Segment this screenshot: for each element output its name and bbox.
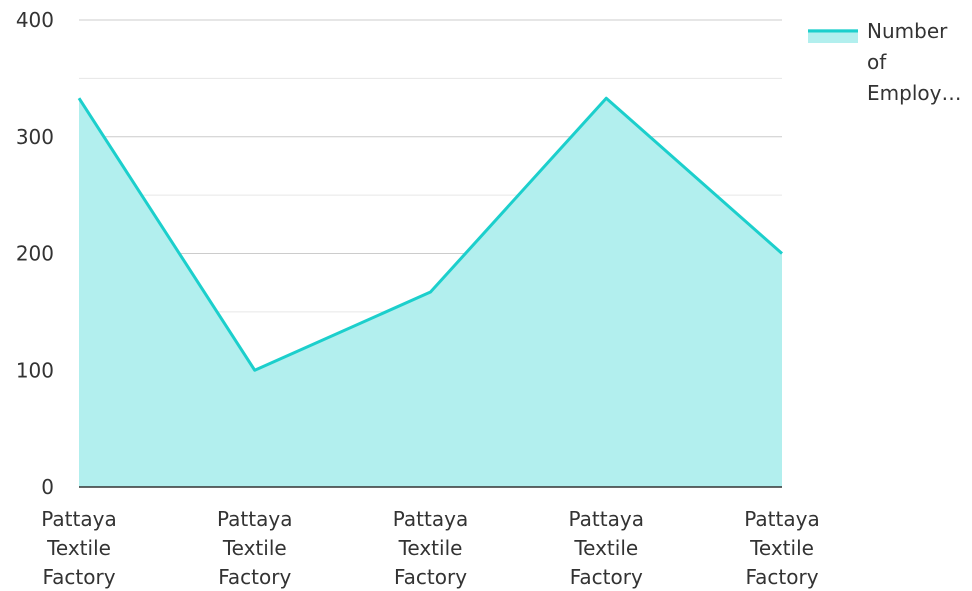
- y-tick-label: 400: [16, 8, 54, 32]
- x-tick-label: PattayaTextileFactory4: [569, 507, 644, 591]
- x-tick-label: PattayaTextileFactory2: [217, 507, 292, 591]
- legend-label: Number of Employ…: [867, 19, 961, 105]
- x-tick-label: PattayaTextileFactory1: [41, 507, 116, 591]
- y-tick-label: 200: [16, 242, 54, 266]
- y-tick-label: 100: [16, 358, 54, 382]
- x-tick-label: PattayaTextileFactory5: [744, 507, 819, 591]
- x-tick-label: PattayaTextileFactory3: [393, 507, 468, 591]
- series-line: [77, 96, 783, 372]
- y-tick-label: 0: [41, 475, 54, 499]
- y-tick-label: 300: [16, 125, 54, 149]
- legend: Number of Employ…: [808, 19, 961, 105]
